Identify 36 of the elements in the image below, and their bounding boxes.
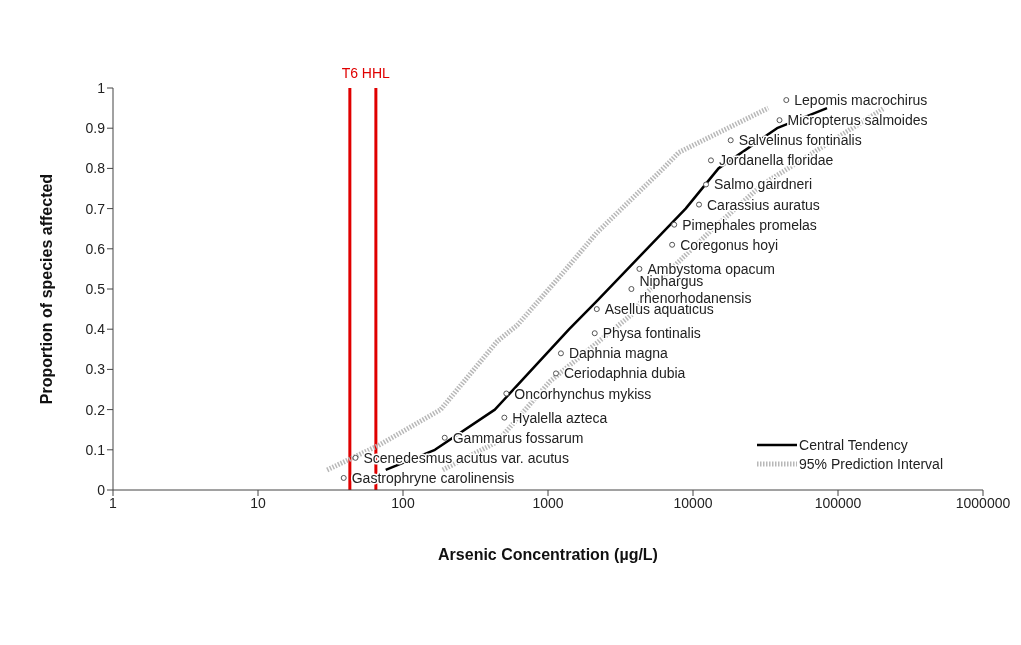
- annotation: Pimephales promelas: [682, 216, 817, 233]
- y-tick-label: 0: [97, 481, 106, 498]
- y-tick-label: 0.5: [85, 280, 106, 297]
- y-tick-label: 0.9: [85, 120, 106, 137]
- annotation: Asellus aquaticus: [604, 301, 714, 318]
- annotation: Ceriodaphnia dubia: [563, 365, 686, 382]
- x-axis-title: Arsenic Concentration (µg/L): [438, 546, 658, 563]
- annotation: Physa fontinalis: [602, 325, 701, 342]
- annotation: Gammarus fossarum: [452, 429, 584, 446]
- y-tick-label: 0.1: [85, 441, 106, 458]
- y-tick-label: 0.8: [85, 160, 106, 177]
- y-tick-label: 0.3: [85, 361, 106, 378]
- x-tick-label: 10000: [673, 494, 713, 511]
- y-tick-label: 0.4: [85, 321, 106, 338]
- y-tick-label: 0.6: [85, 240, 106, 257]
- annotation: Oncorhynchus mykiss: [514, 385, 652, 402]
- x-tick-label: 1000: [532, 494, 564, 511]
- annotation: Hyalella azteca: [512, 409, 608, 426]
- ref-line-label: HHL: [361, 65, 391, 81]
- y-axis-title: Proportion of species affected: [37, 173, 55, 405]
- ref-line-label: T6: [341, 65, 359, 81]
- legend-label: Central Tendency: [799, 436, 908, 453]
- y-tick-label: 0.7: [85, 200, 106, 217]
- annotation: Daphnia magna: [568, 345, 668, 362]
- annotation: Lepomis macrochirus: [794, 92, 928, 109]
- x-tick-label: 100: [391, 494, 415, 511]
- annotation: Salmo gairdneri: [714, 176, 813, 193]
- legend-label: 95% Prediction Interval: [799, 455, 943, 472]
- x-tick-label: 100000: [814, 494, 862, 511]
- x-tick-label: 1: [109, 494, 118, 511]
- x-tick-label: 10: [250, 494, 266, 511]
- y-tick-label: 0.2: [85, 401, 106, 418]
- x-tick-label: 1000000: [955, 494, 1011, 511]
- y-tick-label: 1: [97, 79, 106, 96]
- annotation: Carassius auratus: [707, 196, 820, 213]
- annotation: Coregonus hoyi: [680, 236, 779, 253]
